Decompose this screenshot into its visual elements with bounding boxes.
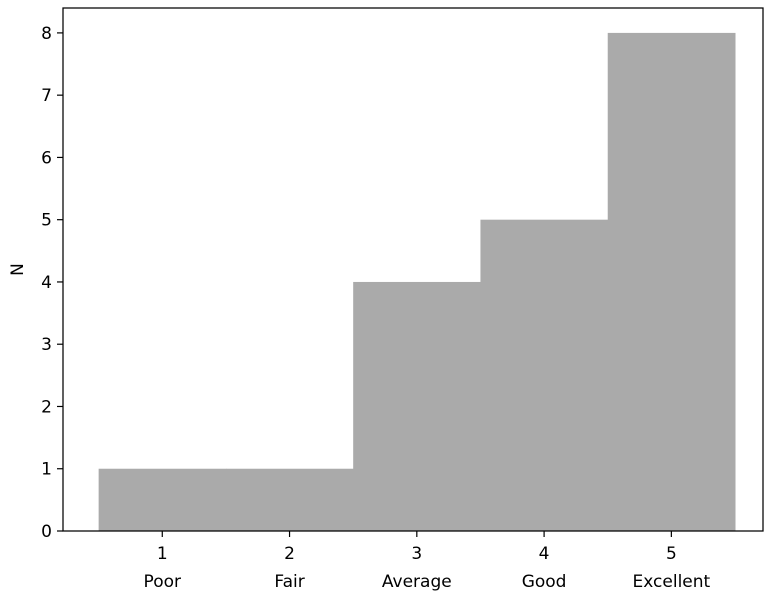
y-tick-label: 4 bbox=[41, 273, 52, 293]
x-tick-category-label: Poor bbox=[144, 572, 181, 592]
x-tick-label: 5 bbox=[666, 544, 677, 564]
y-tick-label: 0 bbox=[41, 522, 52, 542]
x-tick-label: 4 bbox=[539, 544, 550, 564]
y-tick-label: 1 bbox=[41, 460, 52, 480]
x-axis-ticks: 1 Poor 2 Fair 3 Average 4 Good 5 Excellent bbox=[144, 531, 711, 592]
plot-frame bbox=[62, 7, 764, 532]
bars-group bbox=[98, 32, 736, 532]
y-tick-label: 3 bbox=[41, 335, 52, 355]
bar-excellent bbox=[607, 32, 736, 532]
y-tick-label: 8 bbox=[41, 24, 52, 44]
x-tick-label: 3 bbox=[411, 544, 422, 564]
bar-average bbox=[353, 281, 481, 531]
y-tick-label: 6 bbox=[41, 148, 52, 168]
x-tick-category-label: Good bbox=[522, 572, 567, 592]
y-tick-label: 5 bbox=[41, 211, 52, 231]
x-tick-label: 1 bbox=[157, 544, 168, 564]
x-tick-category-label: Excellent bbox=[633, 572, 711, 592]
y-tick-label: 7 bbox=[41, 86, 52, 106]
x-tick-label: 2 bbox=[284, 544, 295, 564]
bar-good bbox=[480, 219, 609, 531]
x-tick-category-label: Average bbox=[382, 572, 452, 592]
x-tick-category-label: Fair bbox=[274, 572, 304, 592]
y-axis-ticks: 0 1 2 3 4 5 6 7 8 bbox=[41, 24, 63, 542]
y-axis-label: N bbox=[8, 263, 28, 276]
bar-poor bbox=[98, 468, 227, 531]
bar-fair bbox=[225, 468, 354, 531]
y-tick-label: 2 bbox=[41, 397, 52, 417]
